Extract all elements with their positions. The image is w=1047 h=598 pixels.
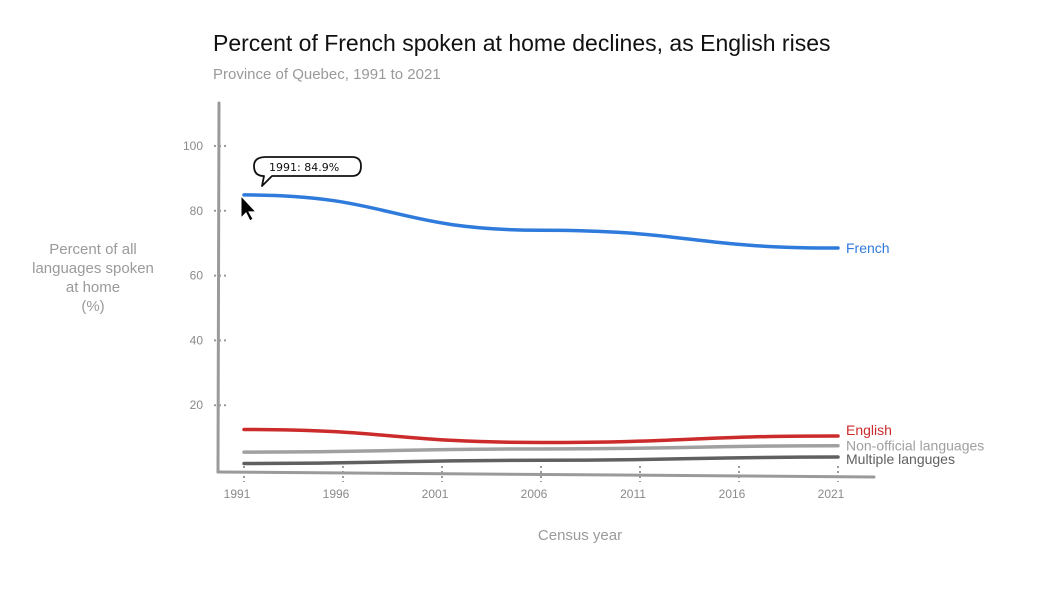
y-tick-label: 100 [183, 139, 203, 153]
x-axis-label: Census year [537, 527, 623, 544]
y-tick-label: 40 [190, 333, 204, 347]
series-line-french [242, 193, 840, 250]
x-tick-label: 1991 [224, 487, 251, 501]
series-label: Non-official languages [846, 438, 984, 454]
tooltip-bubble [253, 156, 362, 187]
x-tick-label: 1996 [323, 487, 350, 501]
series-label: French [846, 240, 890, 256]
x-tick-label: 2011 [620, 487, 646, 501]
y-axis-label: Percent of all languages spoken at home … [32, 241, 154, 315]
x-axis-line [216, 470, 876, 479]
chart-subtitle: Province of Quebec, 1991 to 2021 [213, 66, 441, 83]
x-tick-label: 2021 [818, 487, 845, 501]
x-tick-label: 2001 [422, 487, 449, 501]
series-line-english [242, 427, 840, 445]
chart-title: Percent of French spoken at home decline… [213, 30, 831, 56]
y-tick-label: 80 [190, 204, 204, 218]
cursor-pointer-icon [240, 194, 258, 222]
tooltip-text: 1991: 84.9% [269, 161, 339, 174]
y-tick-label: 20 [190, 398, 204, 412]
x-tick-label: 2016 [719, 487, 746, 501]
y-tick-label: 60 [190, 269, 204, 283]
x-tick-label: 2006 [521, 487, 548, 501]
series-label: English [846, 422, 892, 438]
series-line-multiple-languges [242, 455, 840, 466]
series-line-non-official-languages [242, 443, 840, 454]
y-axis-line [216, 101, 221, 474]
series-label: Multiple languges [846, 451, 955, 467]
